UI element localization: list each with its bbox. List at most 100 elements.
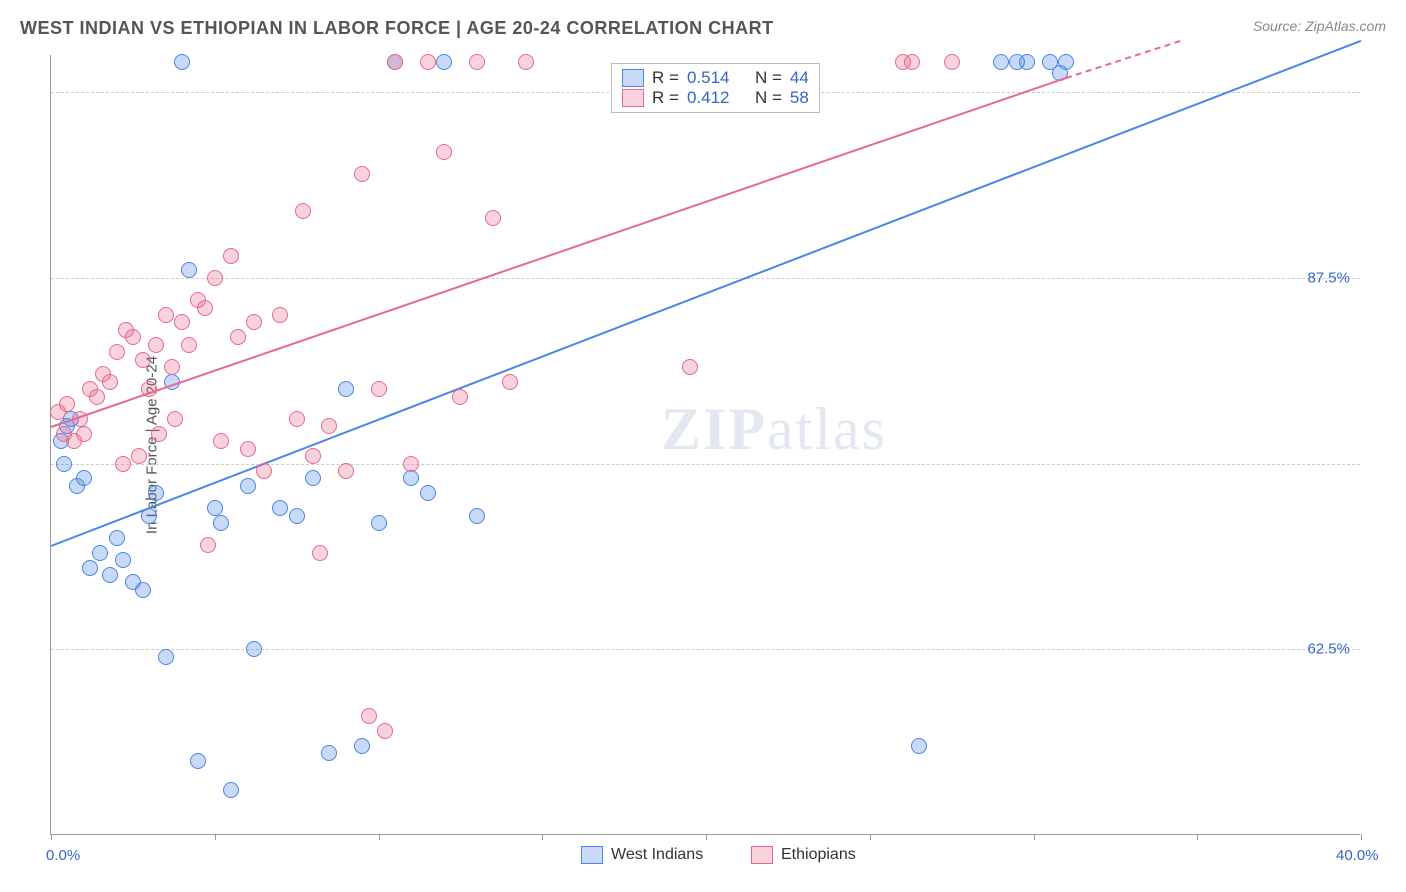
data-point-ethiopians: [131, 448, 147, 464]
data-point-west_indians: [174, 54, 190, 70]
r-label: R =: [652, 88, 679, 108]
y-tick-label: 87.5%: [1307, 269, 1350, 286]
data-point-west_indians: [148, 485, 164, 501]
data-point-west_indians: [911, 738, 927, 754]
x-tick: [51, 834, 52, 840]
source-attribution: Source: ZipAtlas.com: [1253, 18, 1386, 34]
data-point-ethiopians: [436, 144, 452, 160]
data-point-ethiopians: [272, 307, 288, 323]
data-point-ethiopians: [469, 54, 485, 70]
stats-row-west_indians: R =0.514 N =44: [622, 68, 809, 88]
data-point-ethiopians: [502, 374, 518, 390]
x-tick: [706, 834, 707, 840]
chart-header: WEST INDIAN VS ETHIOPIAN IN LABOR FORCE …: [20, 18, 1386, 39]
data-point-west_indians: [82, 560, 98, 576]
legend-swatch: [622, 89, 644, 107]
trend-line: [51, 77, 1067, 428]
data-point-west_indians: [272, 500, 288, 516]
data-point-ethiopians: [682, 359, 698, 375]
data-point-ethiopians: [240, 441, 256, 457]
data-point-ethiopians: [59, 396, 75, 412]
data-point-ethiopians: [420, 54, 436, 70]
grid-line: [51, 464, 1360, 465]
grid-line: [51, 278, 1360, 279]
data-point-west_indians: [135, 582, 151, 598]
x-tick: [1197, 834, 1198, 840]
data-point-ethiopians: [223, 248, 239, 264]
data-point-ethiopians: [485, 210, 501, 226]
data-point-ethiopians: [295, 203, 311, 219]
data-point-west_indians: [76, 470, 92, 486]
data-point-west_indians: [1019, 54, 1035, 70]
data-point-ethiopians: [148, 337, 164, 353]
data-point-ethiopians: [102, 374, 118, 390]
data-point-ethiopians: [246, 314, 262, 330]
data-point-west_indians: [289, 508, 305, 524]
data-point-west_indians: [354, 738, 370, 754]
watermark: ZIPatlas: [661, 395, 887, 464]
data-point-ethiopians: [115, 456, 131, 472]
data-point-west_indians: [158, 649, 174, 665]
legend-swatch: [622, 69, 644, 87]
data-point-ethiopians: [338, 463, 354, 479]
data-point-ethiopians: [109, 344, 125, 360]
data-point-ethiopians: [452, 389, 468, 405]
x-tick: [379, 834, 380, 840]
data-point-ethiopians: [305, 448, 321, 464]
r-value: 0.412: [687, 88, 730, 108]
x-tick-label: 40.0%: [1336, 847, 1379, 864]
data-point-west_indians: [993, 54, 1009, 70]
data-point-ethiopians: [387, 54, 403, 70]
data-point-ethiopians: [371, 381, 387, 397]
n-value: 58: [790, 88, 809, 108]
data-point-west_indians: [246, 641, 262, 657]
data-point-ethiopians: [181, 337, 197, 353]
data-point-west_indians: [371, 515, 387, 531]
data-point-ethiopians: [403, 456, 419, 472]
data-point-west_indians: [338, 381, 354, 397]
data-point-ethiopians: [76, 426, 92, 442]
data-point-ethiopians: [518, 54, 534, 70]
data-point-west_indians: [181, 262, 197, 278]
legend-label: West Indians: [611, 846, 703, 864]
data-point-west_indians: [403, 470, 419, 486]
x-tick: [542, 834, 543, 840]
data-point-west_indians: [223, 782, 239, 798]
x-tick: [1361, 834, 1362, 840]
data-point-ethiopians: [230, 329, 246, 345]
x-tick: [1034, 834, 1035, 840]
data-point-west_indians: [436, 54, 452, 70]
data-point-west_indians: [1058, 54, 1074, 70]
data-point-west_indians: [207, 500, 223, 516]
chart-title: WEST INDIAN VS ETHIOPIAN IN LABOR FORCE …: [20, 18, 774, 38]
correlation-stats-box: R =0.514 N =44R =0.412 N =58: [611, 63, 820, 113]
data-point-west_indians: [102, 567, 118, 583]
trend-line: [51, 40, 1362, 547]
stats-row-ethiopians: R =0.412 N =58: [622, 88, 809, 108]
data-point-ethiopians: [207, 270, 223, 286]
data-point-ethiopians: [904, 54, 920, 70]
legend-item-ethiopians: Ethiopians: [751, 846, 856, 864]
data-point-west_indians: [240, 478, 256, 494]
data-point-ethiopians: [361, 708, 377, 724]
legend-swatch: [581, 846, 603, 864]
legend-item-west_indians: West Indians: [581, 846, 703, 864]
data-point-ethiopians: [312, 545, 328, 561]
legend-label: Ethiopians: [781, 846, 856, 864]
data-point-ethiopians: [289, 411, 305, 427]
x-tick-label: 0.0%: [46, 847, 80, 864]
data-point-west_indians: [305, 470, 321, 486]
data-point-ethiopians: [197, 300, 213, 316]
data-point-ethiopians: [135, 352, 151, 368]
x-tick: [870, 834, 871, 840]
r-label: R =: [652, 68, 679, 88]
data-point-ethiopians: [321, 418, 337, 434]
data-point-ethiopians: [377, 723, 393, 739]
data-point-ethiopians: [213, 433, 229, 449]
data-point-ethiopians: [354, 166, 370, 182]
data-point-ethiopians: [256, 463, 272, 479]
data-point-west_indians: [213, 515, 229, 531]
data-point-ethiopians: [151, 426, 167, 442]
data-point-ethiopians: [944, 54, 960, 70]
data-point-west_indians: [469, 508, 485, 524]
